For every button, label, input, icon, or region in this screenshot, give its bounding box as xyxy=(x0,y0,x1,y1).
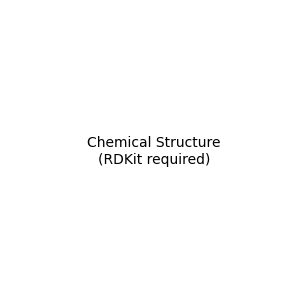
Text: Chemical Structure
(RDKit required): Chemical Structure (RDKit required) xyxy=(87,136,220,166)
